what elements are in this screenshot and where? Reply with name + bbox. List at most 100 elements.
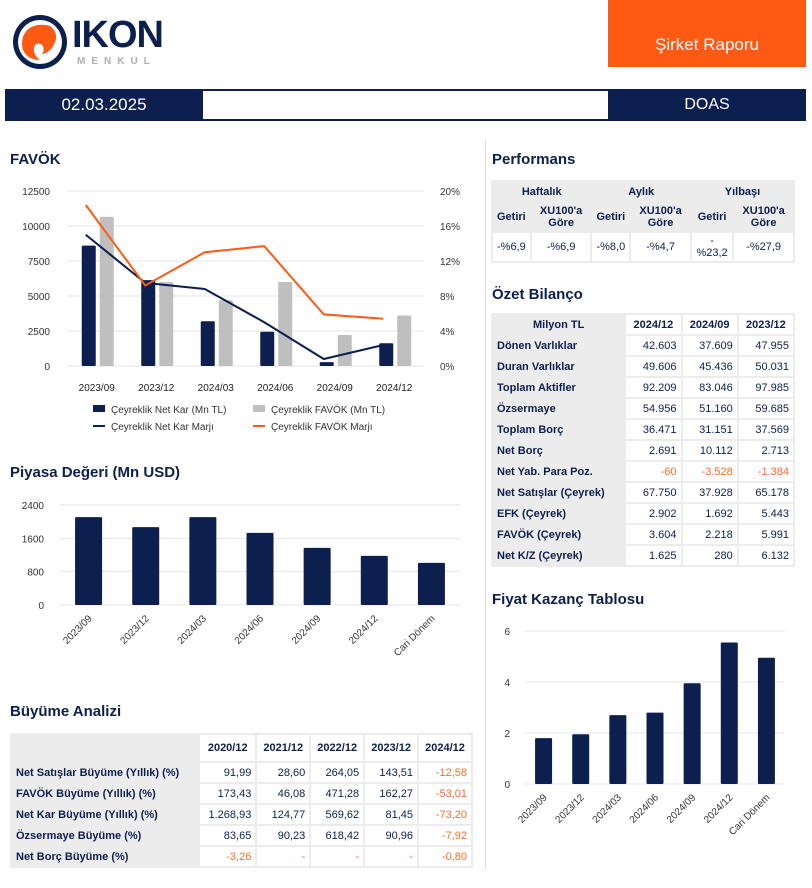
bar: [260, 331, 275, 366]
growth-cell: -7,92: [419, 826, 471, 845]
growth-row-label: Net Kar Büyüme (Yıllık) (%): [12, 805, 199, 824]
x-tick-label: 2024/03: [198, 383, 235, 394]
balance-cell: 97.985: [738, 378, 793, 397]
bar: [572, 734, 590, 784]
balance-title: Özet Bilanço: [492, 286, 583, 303]
y-tick-label: 0: [38, 601, 44, 612]
balance-row: Net Satışlar (Çeyrek) 67.750 37.928 65.178: [493, 483, 793, 502]
balance-row-label: Duran Varlıklar: [493, 357, 625, 376]
growth-cell: 90,23: [257, 826, 310, 845]
balance-row-label: Toplam Borç: [493, 420, 625, 439]
bar: [337, 334, 352, 366]
y2-tick-label: 0%: [440, 362, 455, 373]
growth-cell: 83,65: [200, 826, 256, 845]
growth-cell: 264,05: [311, 763, 364, 782]
growth-row: FAVÖK Büyüme (Yıllık) (%) 173,43 46,08 471,…: [12, 784, 471, 803]
x-tick-label: 2023/12: [118, 613, 152, 647]
growth-cell: 471,28: [311, 784, 364, 803]
perf-value: -%27,9: [734, 233, 793, 261]
balance-row-label: FAVÖK (Çeyrek): [493, 525, 625, 544]
growth-cell: -73,20: [419, 805, 471, 824]
bar: [246, 532, 274, 605]
growth-cell: -: [311, 847, 364, 866]
ticker: DOAS: [608, 89, 806, 121]
balance-row-label: Toplam Aktifler: [493, 378, 625, 397]
bar: [646, 712, 664, 784]
growth-cell: 90,96: [365, 826, 418, 845]
legend-swatch: [253, 405, 265, 412]
balance-cell: -60: [626, 462, 681, 481]
x-tick-label: 2023/09: [61, 613, 95, 647]
bar: [360, 555, 388, 605]
perf-value: -%8,0: [592, 233, 630, 261]
y-tick-label: 0: [44, 362, 50, 373]
balance-row: Dönen Varlıklar 42.603 37.609 47.955: [493, 336, 793, 355]
balance-cell: 5.443: [738, 504, 793, 523]
balance-cell: -3.528: [682, 462, 737, 481]
bar: [319, 362, 334, 366]
brand-name: IKON: [72, 14, 164, 56]
balance-cell: 37.928: [682, 483, 737, 502]
growth-table: 2020/12 2021/12 2022/12 2023/12 2024/12 Net S…: [10, 733, 473, 868]
balance-row-label: Net Borç: [493, 441, 625, 460]
balance-cell: -1.384: [738, 462, 793, 481]
balance-cell: 1.692: [682, 504, 737, 523]
balance-cell: 45.436: [682, 357, 737, 376]
balance-row-label: Dönen Varlıklar: [493, 336, 625, 355]
balance-cell: 65.178: [738, 483, 793, 502]
balance-cell: 36.471: [626, 420, 681, 439]
brand-subtitle: MENKUL: [77, 56, 156, 67]
balance-row: FAVÖK (Çeyrek) 3.604 2.218 5.991: [493, 525, 793, 544]
balance-cell: 31.151: [682, 420, 737, 439]
growth-cell: 124,77: [257, 805, 310, 824]
x-tick-label: 2024/03: [176, 613, 210, 647]
growth-corner: [12, 735, 199, 761]
balance-column-header: 2023/12: [738, 315, 793, 334]
column-divider: [485, 140, 486, 870]
y-tick-label: 6: [504, 627, 510, 638]
balance-cell: 2.218: [682, 525, 737, 544]
balance-cell: 51.160: [682, 399, 737, 418]
report-date: 02.03.2025: [5, 89, 203, 121]
growth-row: Özsermaye Büyüme (%) 83,65 90,23 618,42 90,9…: [12, 826, 471, 845]
balance-cell: 50.031: [738, 357, 793, 376]
growth-cell: -0,80: [419, 847, 471, 866]
growth-title: Büyüme Analizi: [10, 703, 122, 720]
growth-row-label: Net Satışlar Büyüme (Yıllık) (%): [12, 763, 199, 782]
balance-row-label: EFK (Çeyrek): [493, 504, 625, 523]
balance-row: Net K/Z (Çeyrek) 1.625 280 6.132: [493, 546, 793, 565]
growth-cell: 173,43: [200, 784, 256, 803]
perf-subheader: XU100'a Göre: [631, 203, 690, 231]
x-tick-label: 2024/09: [665, 792, 699, 826]
growth-column-header: 2020/12: [200, 735, 256, 761]
pe-chart: 0 2 4 6 2023/09 2023/12 2024/03 2024/06 2024/09 2…: [504, 627, 785, 838]
balance-cell: 54.956: [626, 399, 681, 418]
growth-cell: 143,51: [365, 763, 418, 782]
growth-cell: -12,58: [419, 763, 471, 782]
growth-cell: 46,08: [257, 784, 310, 803]
bar: [720, 642, 738, 784]
report-title: Şirket Raporu: [608, 0, 806, 67]
balance-cell: 6.132: [738, 546, 793, 565]
pe-title: Fiyat Kazanç Tablosu: [492, 591, 645, 608]
growth-row: Net Borç Büyüme (%) -3,26- - - -0,80: [12, 847, 471, 866]
growth-column-header: 2023/12: [365, 735, 418, 761]
x-tick-label: 2024/12: [376, 383, 413, 394]
growth-cell: -53,01: [419, 784, 471, 803]
growth-cell: 618,42: [311, 826, 364, 845]
bar: [303, 547, 331, 605]
balance-row: Toplam Aktifler 92.209 83.046 97.985: [493, 378, 793, 397]
bar: [200, 321, 215, 366]
balance-row: Net Yab. Para Poz. -60 -3.528 -1.384: [493, 462, 793, 481]
bar: [757, 657, 775, 784]
growth-cell: 91,99: [200, 763, 256, 782]
perf-group: Aylık: [592, 182, 690, 201]
balance-cell: 59.685: [738, 399, 793, 418]
y2-tick-label: 8%: [440, 292, 455, 303]
series-line: [85, 233, 384, 361]
balance-cell: 37.569: [738, 420, 793, 439]
bar: [379, 343, 394, 366]
balance-cell: 5.991: [738, 525, 793, 544]
series-line: [84, 204, 384, 320]
x-tick-label: 2023/12: [553, 792, 587, 826]
